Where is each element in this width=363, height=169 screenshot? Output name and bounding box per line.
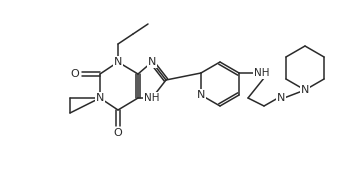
Text: NH: NH: [254, 68, 270, 78]
Text: N: N: [114, 57, 122, 67]
Text: N: N: [148, 57, 156, 67]
Text: O: O: [114, 128, 122, 138]
Text: O: O: [71, 69, 79, 79]
Text: NH: NH: [144, 93, 160, 103]
Text: N: N: [197, 90, 205, 100]
Text: N: N: [301, 85, 309, 95]
Text: N: N: [96, 93, 104, 103]
Text: N: N: [277, 93, 285, 103]
